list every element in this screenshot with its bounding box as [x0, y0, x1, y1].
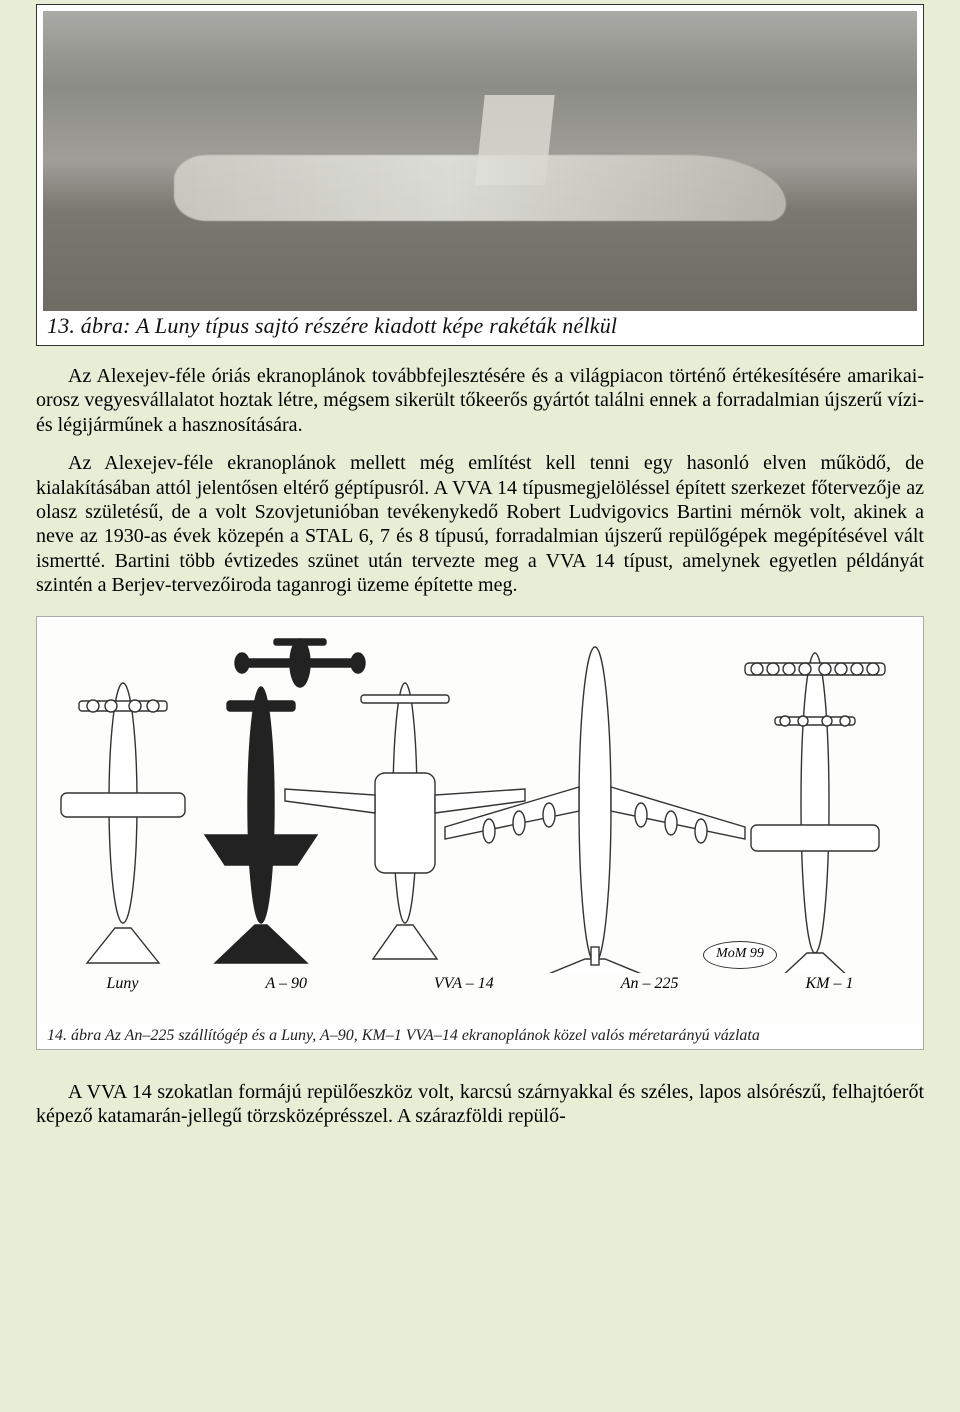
aircraft-comparison-svg: [43, 623, 917, 973]
aircraft-km1: [745, 653, 885, 973]
paragraph-3-text: A VVA 14 szokatlan formájú repülőeszköz …: [36, 1081, 924, 1127]
label-a90: A – 90: [265, 975, 306, 993]
aircraft-luny: [61, 683, 185, 963]
extra-silhouette: [235, 639, 365, 687]
document-page: 13. ábra: A Luny típus sajtó részére kia…: [0, 4, 960, 1166]
figure-13-photo: [43, 11, 917, 311]
label-an225: An – 225: [621, 975, 679, 993]
paragraph-1-text: Az Alexejev-féle óriás ekranoplánok tová…: [36, 365, 924, 436]
paragraph-2-text: Az Alexejev-féle ekranoplánok mellett mé…: [36, 452, 924, 596]
label-km1: KM – 1: [805, 975, 853, 993]
paragraph-3: A VVA 14 szokatlan formájú repülőeszköz …: [36, 1080, 924, 1129]
figure-14-box: Luny A – 90 VVA – 14 An – 225 KM – 1 MoM…: [36, 616, 924, 1050]
figure-14-diagram: Luny A – 90 VVA – 14 An – 225 KM – 1 MoM…: [43, 623, 917, 1023]
aircraft-labels-row: Luny A – 90 VVA – 14 An – 225 KM – 1: [43, 973, 917, 993]
figure-13-box: 13. ábra: A Luny típus sajtó részére kia…: [36, 4, 924, 346]
label-vva14: VVA – 14: [434, 975, 494, 993]
aircraft-an225: [445, 647, 745, 973]
aircraft-a90: [205, 687, 317, 963]
label-luny: Luny: [106, 975, 138, 993]
figure-14-caption: 14. ábra Az An–225 szállítógép és a Luny…: [43, 1023, 917, 1045]
figure-13-caption: 13. ábra: A Luny típus sajtó részére kia…: [43, 311, 917, 339]
diagram-credit-badge: MoM 99: [703, 941, 777, 969]
paragraph-1: Az Alexejev-féle óriás ekranoplánok tová…: [36, 364, 924, 437]
paragraph-2: Az Alexejev-féle ekranoplánok mellett mé…: [36, 451, 924, 597]
